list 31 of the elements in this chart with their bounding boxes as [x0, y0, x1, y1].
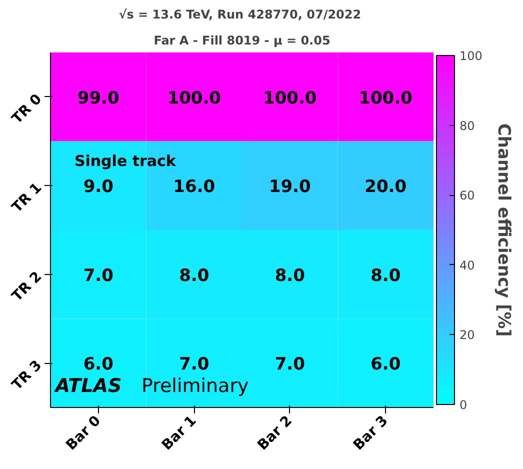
data-label: 16.0	[173, 177, 216, 198]
data-label: 7.0	[179, 354, 210, 375]
y-tick-label: TR 1	[9, 180, 46, 216]
data-label: 19.0	[268, 177, 312, 198]
data-label: 7.0	[274, 354, 306, 375]
data-label: 100.0	[262, 88, 317, 108]
annotation: ATLAS Preliminary	[53, 374, 249, 397]
color-bar-title: Channel efficiency [%]	[494, 123, 514, 337]
color-bar-label: 40	[460, 258, 475, 272]
data-label: 100.0	[358, 88, 413, 108]
data-label: 20.0	[364, 177, 407, 198]
data-label: 8.0	[274, 266, 306, 286]
color-bar-label: 20	[460, 328, 475, 342]
data-label: 9.0	[83, 177, 114, 198]
data-label: 8.0	[370, 266, 401, 286]
data-label: 6.0	[370, 354, 401, 375]
chart-subtitle: Far A - Fill 8019 - μ = 0.05	[154, 34, 330, 48]
annotation: Single track	[74, 152, 177, 170]
y-tick-label: TR 3	[9, 357, 46, 394]
data-label: 7.0	[83, 266, 114, 286]
data-label: 99.0	[77, 88, 120, 108]
data-label: 6.0	[83, 354, 114, 375]
color-bar-label: 60	[460, 188, 475, 203]
data-label: 100.0	[167, 88, 222, 108]
color-bar-label: 80	[460, 118, 475, 133]
y-tick-label: TR 2	[9, 268, 46, 305]
data-label: 8.0	[179, 266, 210, 286]
color-bar-label: 100	[460, 49, 482, 63]
chart-title: √s = 13.6 TeV, Run 428770, 07/2022	[118, 8, 362, 22]
color-bar-label: 0	[460, 398, 468, 412]
y-tick-label: TR 0	[9, 91, 46, 128]
